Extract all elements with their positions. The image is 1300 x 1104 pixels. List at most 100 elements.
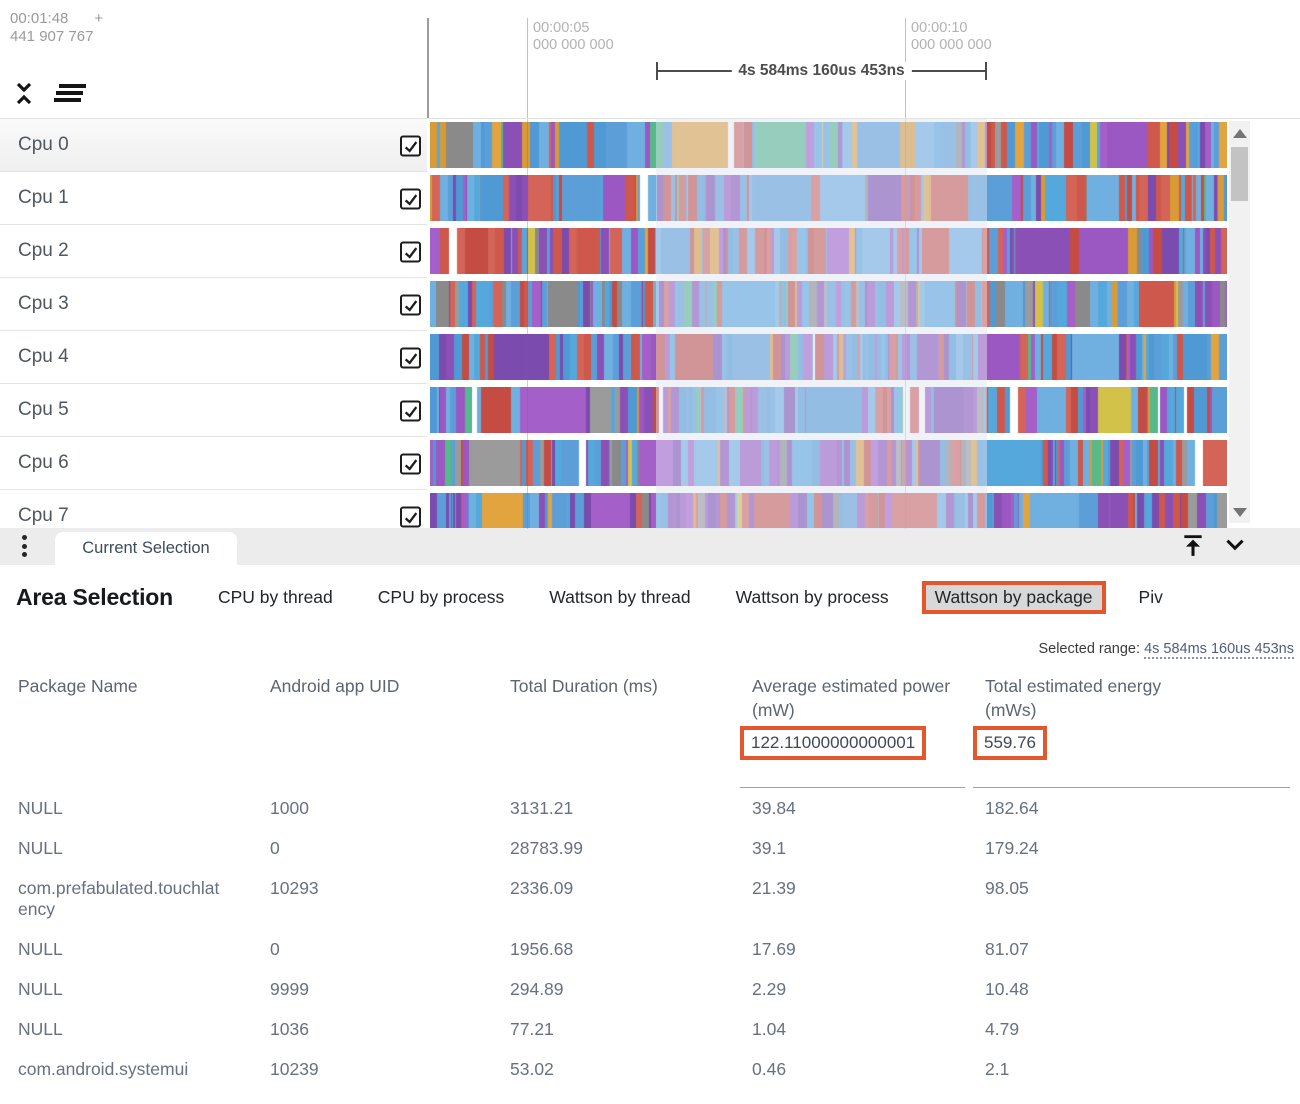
panel-tab-piv[interactable]: Piv <box>1138 587 1163 607</box>
table-cell: 1.04 <box>752 1018 787 1039</box>
panel-tab-cpu-by-thread[interactable]: CPU by thread <box>218 587 333 607</box>
tab-current-selection[interactable]: Current Selection <box>55 532 237 565</box>
selection-duration-label: 4s 584ms 160us 453ns <box>731 62 912 80</box>
gridline <box>905 119 906 529</box>
panel-tab-wattson-by-thread[interactable]: Wattson by thread <box>549 587 691 607</box>
track-name-label: Cpu 4 <box>18 346 69 367</box>
table-cell: 21.39 <box>752 877 796 898</box>
track-label-pane: Cpu 0 <box>0 119 427 172</box>
track-checkbox[interactable] <box>400 241 421 262</box>
track-label-pane: Cpu 5 <box>0 384 427 437</box>
sched-slices-canvas[interactable] <box>430 334 1227 380</box>
details-tab-bar: Current Selection <box>0 528 1300 565</box>
track-filter-icon[interactable] <box>54 84 86 102</box>
timeline-ruler: 00:01:48 + 441 907 767 00:00:05 000 000 00… <box>0 0 1300 118</box>
track-name-label: Cpu 2 <box>18 240 69 261</box>
time-tick <box>527 18 528 118</box>
track-name-label: Cpu 5 <box>18 399 69 420</box>
cpu-track-row[interactable]: Cpu 0 <box>0 119 1300 172</box>
table-cell: NULL <box>18 938 63 959</box>
table-cell: com.prefabulated.touchlatency <box>18 877 220 919</box>
track-label-pane: Cpu 6 <box>0 437 427 490</box>
table-cell: 1036 <box>270 1018 309 1039</box>
track-name-label: Cpu 1 <box>18 187 69 208</box>
table-cell: 77.21 <box>510 1018 554 1039</box>
table-cell: 10293 <box>270 877 319 898</box>
table-cell: com.android.systemui <box>18 1058 189 1079</box>
table-cell: NULL <box>18 797 63 818</box>
tick-label-10s: 00:00:10 000 000 000 <box>911 20 992 53</box>
col-header-duration: Total Duration (ms) <box>510 676 658 696</box>
tab-menu-icon[interactable] <box>22 535 27 557</box>
panel-tab-cpu-by-process[interactable]: CPU by process <box>377 587 505 607</box>
table-cell: 2.29 <box>752 978 787 999</box>
table-cell: 9999 <box>270 978 309 999</box>
table-cell: NULL <box>18 837 63 858</box>
track-checkbox[interactable] <box>400 347 421 368</box>
wattson-package-table: Package Name Android app UID Total Durat… <box>18 664 1295 1089</box>
cpu-track-row[interactable]: Cpu 2 <box>0 225 1300 278</box>
cpu-track-row[interactable]: Cpu 3 <box>0 278 1300 331</box>
expand-panel-to-top-icon[interactable] <box>1180 532 1206 558</box>
col-header-power: Average estimated power (mW) <box>752 676 951 720</box>
table-cell: 4.79 <box>985 1018 1020 1039</box>
track-checkbox[interactable] <box>400 188 421 209</box>
sched-slices-canvas[interactable] <box>430 175 1227 221</box>
table-cell: 53.02 <box>510 1058 554 1079</box>
trace-start-divider <box>427 18 429 118</box>
table-cell: 28783.99 <box>510 837 583 858</box>
table-cell: 98.05 <box>985 877 1029 898</box>
table-cell: 179.24 <box>985 837 1039 858</box>
collapse-tracks-icon[interactable] <box>12 80 36 106</box>
track-checkbox[interactable] <box>400 135 421 156</box>
table-cell: 10.48 <box>985 978 1029 999</box>
table-cell: 294.89 <box>510 978 564 999</box>
collapse-panel-icon[interactable] <box>1222 532 1248 558</box>
table-cell: 2.1 <box>985 1058 1010 1079</box>
track-label-pane: Cpu 2 <box>0 225 427 278</box>
scroll-up-arrow[interactable] <box>1233 129 1247 138</box>
sched-slices-canvas[interactable] <box>430 281 1227 327</box>
panel-tab-wattson-by-package[interactable]: Wattson by package <box>921 581 1106 614</box>
cpu-track-row[interactable]: Cpu 1 <box>0 172 1300 225</box>
table-cell: 2336.09 <box>510 877 574 898</box>
table-cell: 0 <box>270 837 280 858</box>
sched-slices-canvas[interactable] <box>430 440 1227 486</box>
scroll-down-arrow[interactable] <box>1233 508 1247 517</box>
track-name-label: Cpu 3 <box>18 293 69 314</box>
table-cell: 81.07 <box>985 938 1029 959</box>
cpu-track-row[interactable]: Cpu 5 <box>0 384 1300 437</box>
table-cell: 39.84 <box>752 797 796 818</box>
track-checkbox[interactable] <box>400 453 421 474</box>
table-cell: 182.64 <box>985 797 1039 818</box>
viewport-start-timestamp: 00:01:48 + 441 907 767 <box>10 10 104 45</box>
table-cell: 17.69 <box>752 938 796 959</box>
track-label-pane: Cpu 1 <box>0 172 427 225</box>
sched-slices-canvas[interactable] <box>430 228 1227 274</box>
col-header-uid: Android app UID <box>270 676 400 696</box>
panel-title: Area Selection <box>16 584 173 610</box>
panel-tab-wattson-by-process[interactable]: Wattson by process <box>735 587 889 607</box>
track-scrollbar[interactable] <box>1229 121 1250 523</box>
tick-label-5s: 00:00:05 000 000 000 <box>533 20 614 53</box>
track-checkbox[interactable] <box>400 294 421 315</box>
table-cell: 1956.68 <box>510 938 574 959</box>
table-cell: 3131.21 <box>510 797 574 818</box>
table-cell: 0 <box>270 938 280 959</box>
summary-avg-power-highlighted: 122.11000000000001 <box>740 726 927 760</box>
selected-range-link[interactable]: 4s 584ms 160us 453ns <box>1144 641 1294 659</box>
col-header-package: Package Name <box>18 676 138 696</box>
table-cell: NULL <box>18 978 63 999</box>
cpu-track-row[interactable]: Cpu 4 <box>0 331 1300 384</box>
track-checkbox[interactable] <box>400 506 421 527</box>
track-checkbox[interactable] <box>400 400 421 421</box>
scrollbar-thumb[interactable] <box>1231 147 1248 201</box>
selected-range: Selected range: 4s 584ms 160us 453ns <box>1038 641 1294 659</box>
track-label-pane: Cpu 4 <box>0 331 427 384</box>
sched-slices-canvas[interactable] <box>430 387 1227 433</box>
track-name-label: Cpu 0 <box>18 134 69 155</box>
cpu-track-row[interactable]: Cpu 6 <box>0 437 1300 490</box>
sched-slices-canvas[interactable] <box>430 122 1227 168</box>
gridline <box>527 119 528 529</box>
